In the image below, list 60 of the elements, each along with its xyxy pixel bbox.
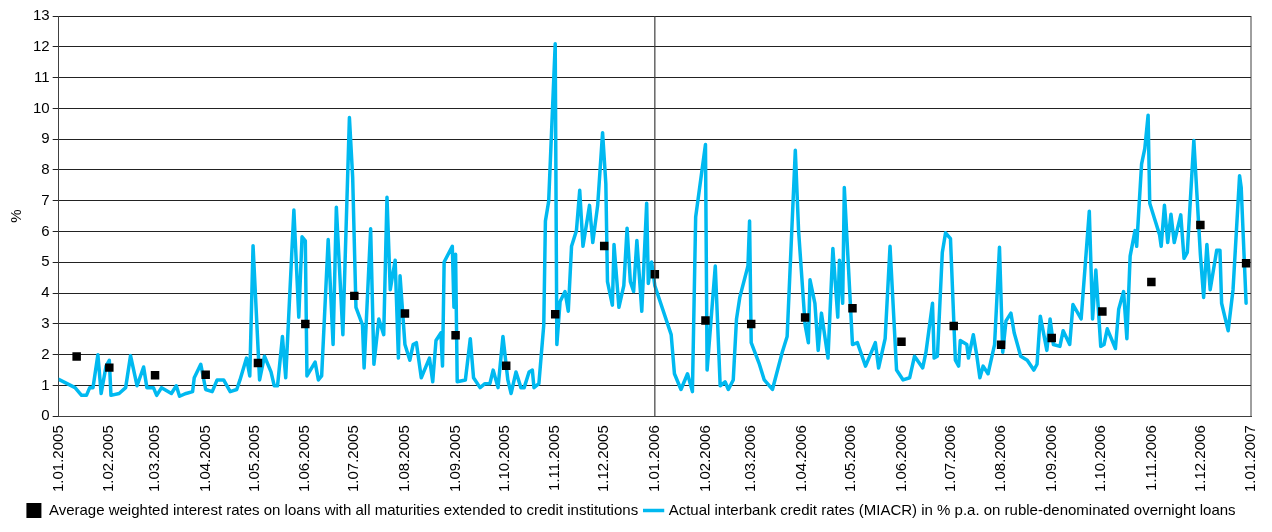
x-tick-label: 1.09.2006 [1041,425,1059,492]
y-tick-label: 11 [34,67,50,85]
y-tick-label: 1 [41,375,50,393]
point [1098,307,1107,316]
y-tick-label: 10 [33,98,50,116]
point [1196,220,1205,230]
point [201,370,210,379]
point [105,363,114,372]
x-tick-label: 1.08.2005 [395,425,413,492]
x-tick-label: 1.12.2005 [594,425,612,492]
legend-label: Average weighted interest rates on loans with all maturities extended to credit institutions [48,500,639,518]
legend-label: Actual interbank credit rates (MIACR) in % p.a. on ruble-denominated overnight loans [668,500,1236,518]
x-tick-label: 1.11.2005 [545,425,563,491]
x-tick-label: 1.07.2006 [940,425,958,492]
x-tick-label: 1.10.2005 [494,425,512,492]
x-tick-label: 1.05.2006 [840,425,858,492]
x-tick-label: 1.02.2006 [695,425,713,492]
point [301,319,310,329]
point [701,316,710,325]
x-tick-label: 1.12.2006 [1190,425,1208,492]
x-tick-label: 1.09.2005 [445,425,463,492]
point [848,303,857,313]
y-tick-label: 3 [41,314,50,332]
x-tick-label: 1.01.2005 [48,425,66,492]
y-tick-label: 8 [41,160,50,178]
point [949,321,958,331]
point [897,337,906,346]
point [550,310,560,319]
y-tick-label: 13 [33,6,50,24]
x-tick-label: 1.03.2005 [145,425,163,492]
x-tick-label: 1.06.2005 [295,425,313,492]
point [72,352,81,361]
y-tick-label: 5 [41,252,50,270]
x-tick-label: 1.04.2006 [791,425,809,492]
x-tick-label: 1.03.2006 [741,425,759,492]
x-tick-label: 1.02.2005 [99,425,117,492]
y-tick-label: 9 [41,129,50,147]
x-tick-label: 1.01.2006 [644,425,662,492]
x-tick-label: 1.01.2007 [1241,425,1259,492]
x-tick-label: 1.10.2006 [1090,425,1108,492]
y-tick-label: 12 [33,36,50,54]
x-tick-label: 1.05.2005 [244,425,262,492]
point [800,313,810,322]
point [400,309,410,318]
point [350,291,359,301]
point [1047,333,1056,343]
x-tick-label: 1.06.2006 [891,425,909,492]
x-tick-label: 1.11.2006 [1141,425,1159,491]
x-tick-label: 1.08.2006 [991,425,1009,492]
point [150,371,160,380]
point [451,331,460,340]
x-tick-label: 1.07.2005 [344,425,362,492]
point [1147,277,1156,287]
y-axis-title: % [7,209,25,223]
y-tick-label: 0 [41,406,50,424]
y-tick-label: 4 [41,283,50,301]
x-tick-label: 1.04.2005 [195,425,213,492]
y-tick-label: 7 [41,190,50,208]
y-tick-label: 2 [41,344,50,362]
y-tick-label: 6 [41,221,50,239]
